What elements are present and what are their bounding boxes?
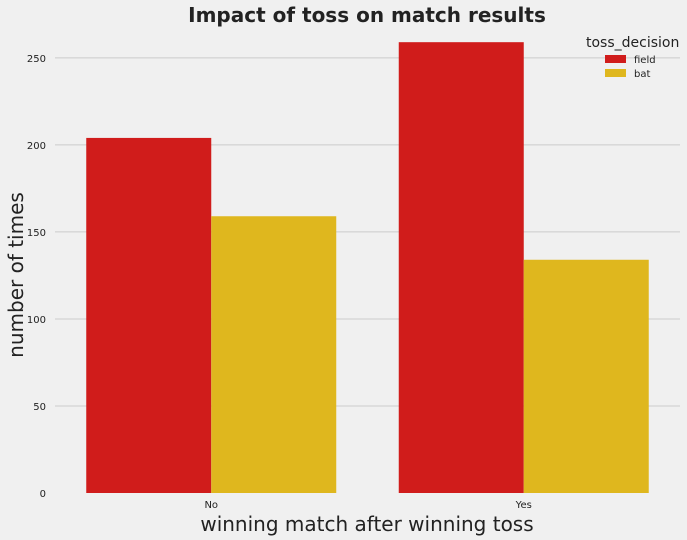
bar-bat-yes (523, 259, 649, 493)
y-axis-label: number of times (4, 192, 28, 358)
y-tick-label: 50 (33, 402, 46, 413)
legend-swatch-field (605, 55, 626, 63)
x-tick-label: No (204, 500, 218, 511)
y-tick-label: 250 (27, 54, 46, 65)
y-tick-label: 200 (27, 141, 46, 152)
legend-label-bat: bat (634, 69, 650, 80)
legend-swatch-bat (605, 69, 626, 77)
x-tick-labels: No Yes (204, 500, 531, 511)
x-tick-label: Yes (515, 500, 532, 511)
y-tick-labels: 0 50 100 150 200 250 (27, 54, 46, 500)
x-axis-label: winning match after winning toss (200, 512, 533, 536)
bars (86, 42, 649, 494)
legend-title: toss_decision (586, 35, 679, 51)
bar-bat-no (211, 216, 337, 493)
legend: toss_decision field bat (586, 35, 679, 80)
bar-field-yes (398, 42, 524, 494)
chart-title: Impact of toss on match results (188, 3, 546, 27)
bar-field-no (86, 137, 212, 493)
y-tick-label: 100 (27, 315, 46, 326)
legend-label-field: field (634, 55, 656, 66)
y-tick-label: 0 (40, 489, 46, 500)
y-tick-label: 150 (27, 228, 46, 239)
